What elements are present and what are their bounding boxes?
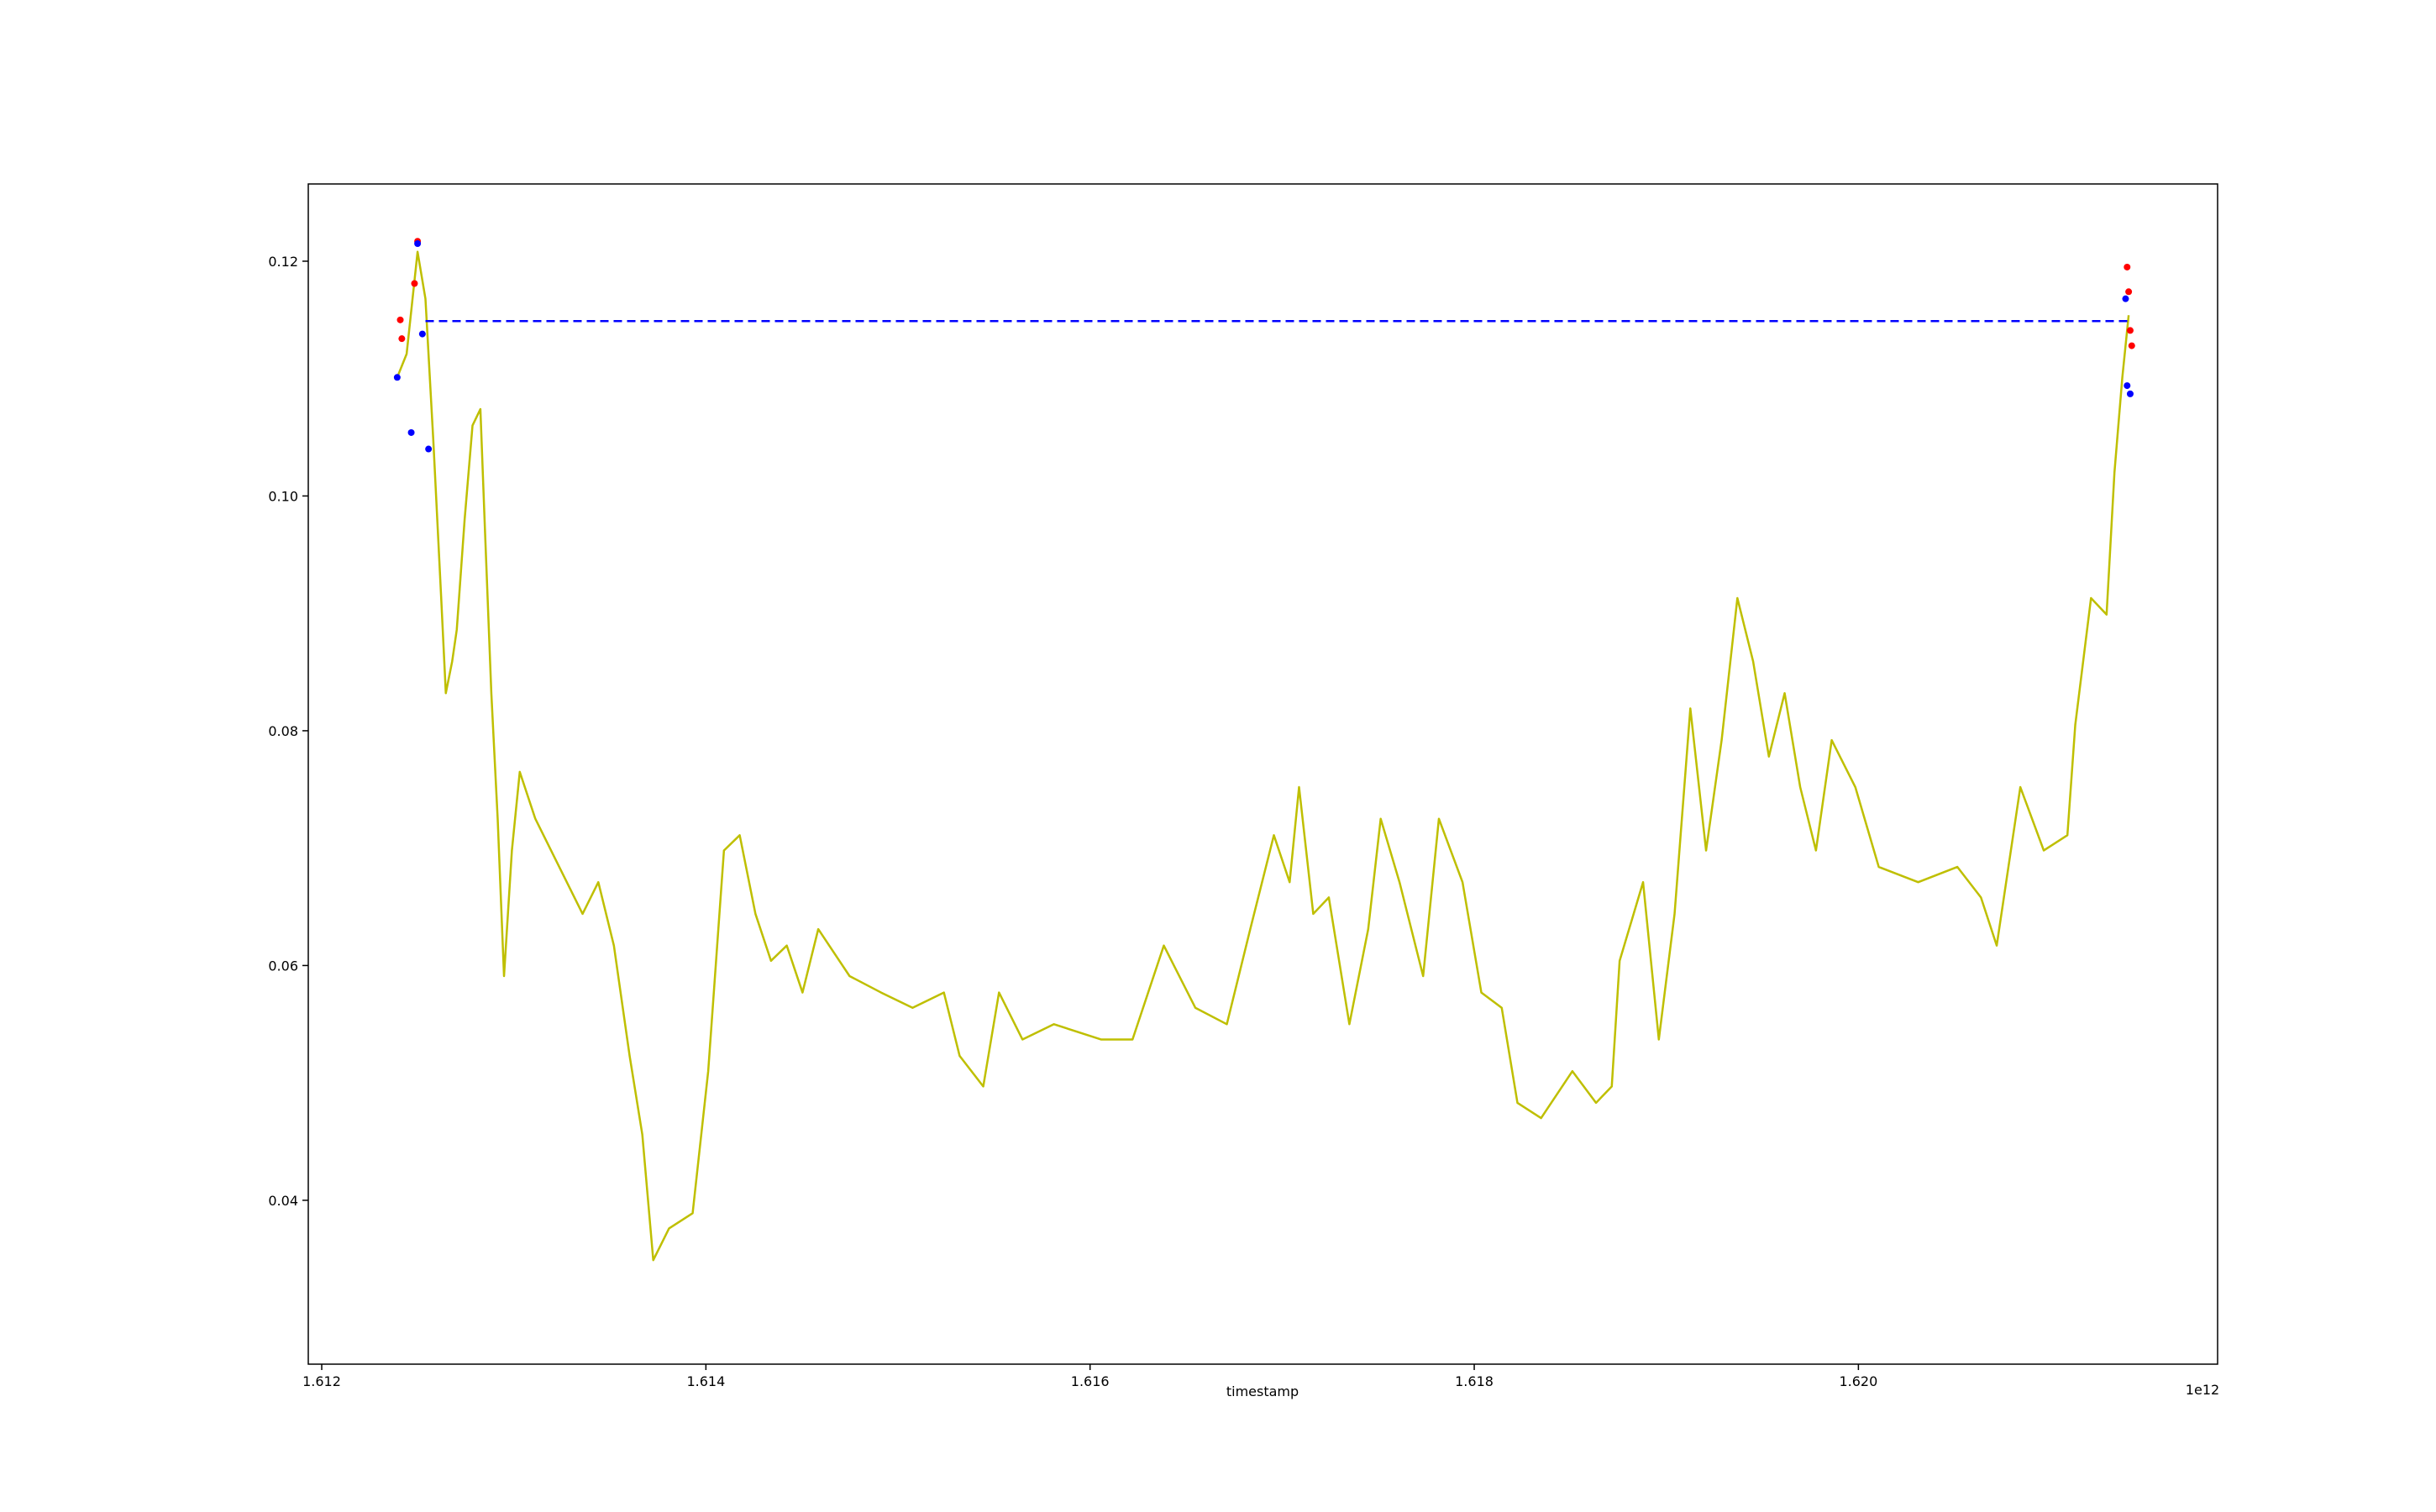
y-tick-label: 0.10: [268, 488, 298, 504]
scatter-point: [398, 335, 406, 343]
x-tick-label: 1.614: [686, 1373, 725, 1389]
line-series: [396, 250, 2130, 1262]
x-tick-label: 1.616: [1071, 1373, 1110, 1389]
plot-frame: [307, 183, 2218, 1365]
scatter-point: [2124, 382, 2131, 390]
scatter-point: [425, 445, 433, 453]
y-tick-label: 0.12: [268, 254, 298, 270]
scatter-point: [393, 374, 401, 381]
y-tick-label: 0.08: [268, 723, 298, 739]
y-tick-label: 0.04: [268, 1193, 298, 1209]
scatter-point: [411, 280, 418, 287]
x-tick-label: 1.620: [1839, 1373, 1877, 1389]
scatter-point: [396, 316, 404, 323]
scatter-point: [2125, 288, 2133, 296]
x-tick-label: 1.618: [1455, 1373, 1494, 1389]
scatter-point: [2128, 342, 2135, 349]
scatter-point: [2126, 390, 2134, 397]
x-axis-label: timestamp: [1226, 1383, 1299, 1399]
scatter-point: [418, 330, 426, 338]
scatter-point: [2124, 263, 2131, 270]
x-offset-label: 1e12: [2186, 1382, 2219, 1398]
y-tick-label: 0.06: [268, 958, 298, 974]
scatter-point: [2122, 295, 2129, 302]
scatter-point: [2126, 327, 2134, 334]
scatter-point: [414, 239, 422, 247]
x-tick-label: 1.612: [302, 1373, 341, 1389]
scatter-point: [407, 428, 415, 436]
